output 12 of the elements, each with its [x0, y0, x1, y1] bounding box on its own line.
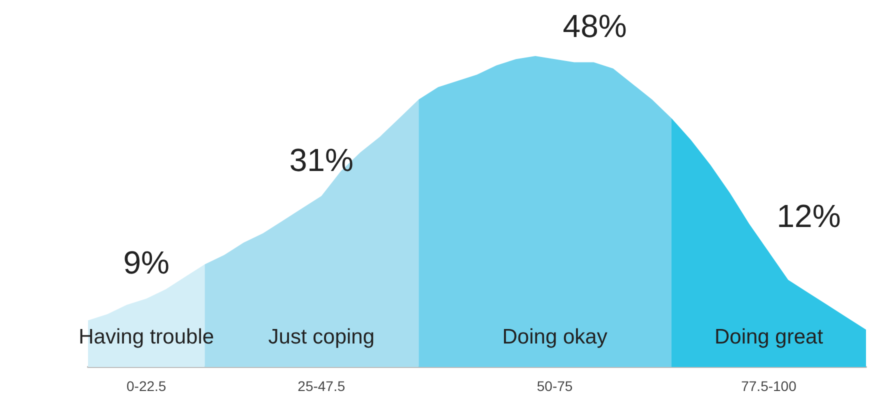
x-tick-label: 50-75 [536, 378, 573, 394]
series-label: Doing great [714, 326, 824, 348]
series-label: Having trouble [78, 326, 214, 348]
x-tick-label: 0-22.5 [126, 378, 166, 394]
annotation: 31% [289, 142, 354, 178]
series-label: Just coping [268, 326, 375, 348]
x-tick-label: 77.5-100 [741, 378, 797, 394]
annotation: 9% [123, 244, 170, 281]
annotation: 12% [776, 198, 841, 234]
series-label: Doing okay [502, 326, 608, 348]
x-tick-label: 25-47.5 [298, 378, 346, 394]
text: 48% [562, 8, 627, 44]
